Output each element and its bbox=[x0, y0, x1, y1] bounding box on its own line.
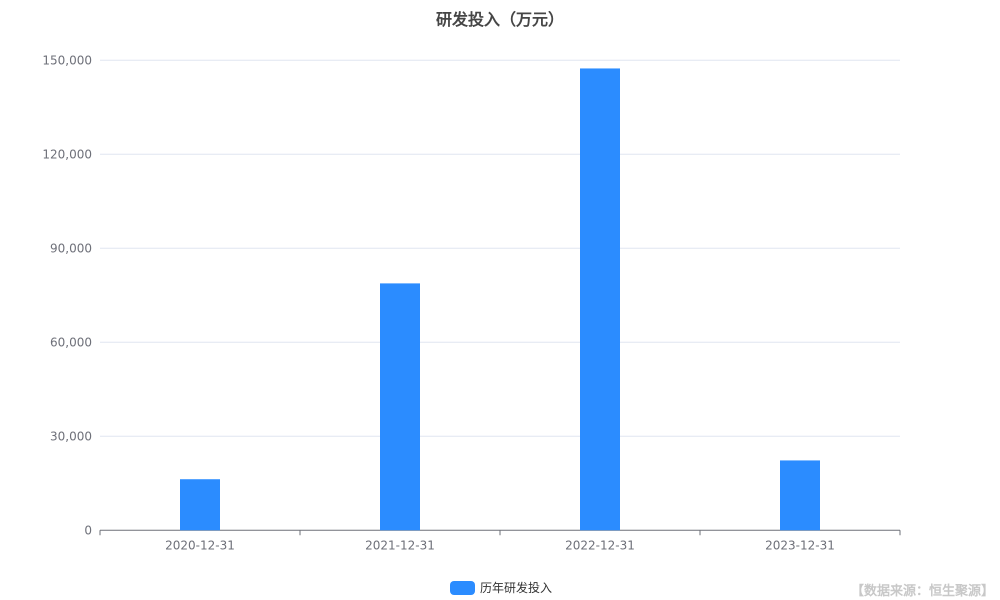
x-tick-label: 2021-12-31 bbox=[365, 538, 435, 552]
bar bbox=[580, 68, 620, 531]
y-tick-label: 30,000 bbox=[50, 429, 92, 443]
x-tick-label: 2020-12-31 bbox=[165, 538, 235, 552]
bar bbox=[780, 460, 820, 531]
legend[interactable]: 历年研发投入 bbox=[450, 579, 552, 596]
data-source: 【数据来源：恒生聚源】 bbox=[850, 584, 994, 599]
y-tick-label: 150,000 bbox=[42, 53, 92, 67]
x-tick-label: 2023-12-31 bbox=[765, 538, 835, 552]
legend-label: 历年研发投入 bbox=[480, 581, 553, 595]
bar bbox=[180, 479, 220, 531]
y-tick-label: 90,000 bbox=[50, 241, 92, 255]
y-tick-label: 0 bbox=[84, 523, 92, 537]
chart-title: 研发投入（万元） bbox=[435, 10, 564, 29]
x-tick-label: 2022-12-31 bbox=[565, 538, 635, 552]
bar bbox=[380, 283, 420, 531]
legend-swatch bbox=[450, 580, 475, 595]
y-tick-label: 120,000 bbox=[42, 147, 92, 161]
y-tick-label: 60,000 bbox=[50, 335, 92, 349]
